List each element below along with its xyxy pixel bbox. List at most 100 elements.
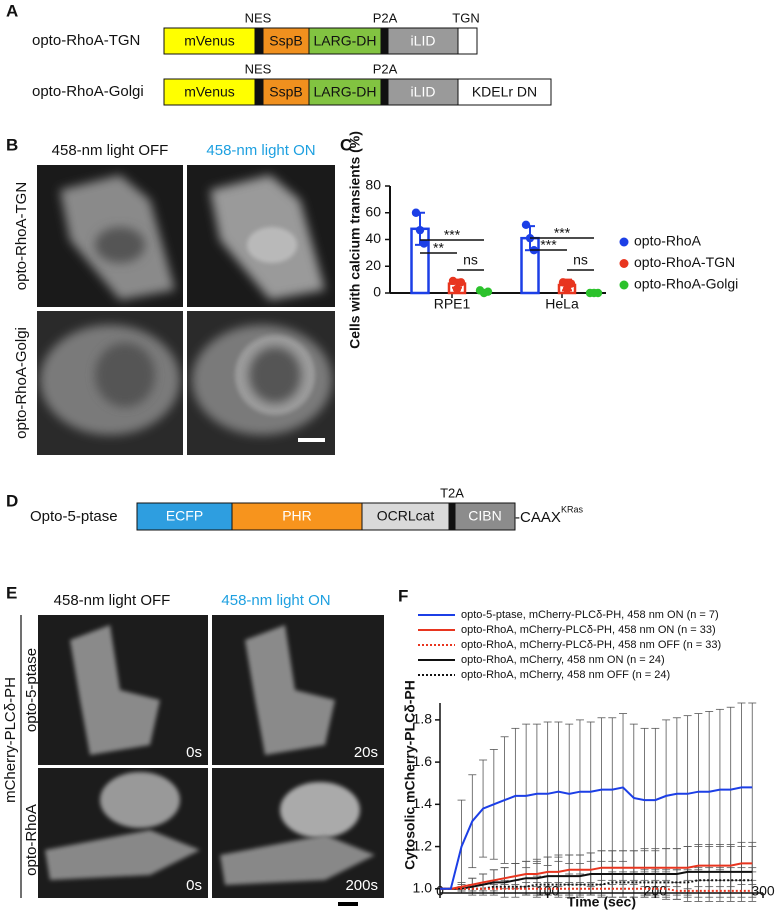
domain-label: ECFP	[166, 508, 203, 524]
timestamp: 0s	[186, 744, 202, 761]
column-header: 458-nm light OFF	[52, 142, 169, 159]
micrograph	[212, 615, 384, 765]
micrograph	[212, 768, 384, 898]
significance-label: ns	[573, 252, 588, 268]
y-tick-label: 60	[365, 203, 381, 219]
data-line	[440, 887, 753, 892]
data-point	[483, 287, 493, 296]
row-label: opto-RhoA	[23, 804, 40, 876]
domain-label: LARG-DH	[313, 33, 376, 49]
legend-marker	[619, 280, 629, 290]
y-tick-label: 1.2	[413, 837, 433, 853]
timestamp: 0s	[186, 877, 202, 894]
site-label: NES	[245, 10, 272, 25]
data-line	[440, 879, 753, 890]
x-tick-label: RPE1	[434, 296, 471, 312]
x-tick-label: 300	[751, 883, 775, 899]
panel-label: C	[340, 135, 352, 154]
significance-label: **	[433, 240, 444, 256]
construct-domain	[308, 27, 382, 55]
construct-domain	[308, 78, 382, 106]
tail-label: -CAAX	[515, 509, 561, 526]
y-tick-label: 20	[365, 257, 381, 273]
legend-label: opto-RhoA, mCherry, 458 nm OFF (n = 24)	[461, 669, 670, 681]
site-label: P2A	[373, 10, 398, 25]
micrograph	[187, 165, 335, 307]
y-axis-label: Cells with calcium transients (%)	[347, 131, 363, 349]
construct-domain	[163, 78, 256, 106]
data-point	[448, 276, 458, 286]
significance-label: ***	[540, 237, 557, 253]
construct-domain	[448, 502, 456, 531]
domain-label: SspB	[269, 84, 302, 100]
site-label: T2A	[440, 485, 464, 500]
group-label: mCherry-PLCδ-PH	[2, 677, 19, 803]
column-header: 458-nm light OFF	[54, 592, 171, 609]
significance-label: ***	[444, 227, 461, 243]
micrograph	[37, 165, 183, 307]
row-label: opto-RhoA-TGN	[13, 182, 30, 290]
legend-label: opto-RhoA, mCherry-PLCδ-PH, 458 nm OFF (…	[461, 639, 721, 651]
construct-domain	[380, 78, 389, 106]
panel-label: B	[6, 135, 18, 154]
y-tick-label: 1.0	[413, 879, 433, 895]
data-line	[440, 870, 753, 890]
construct-name: Opto-5-ptase	[30, 508, 118, 525]
column-header: 458-nm light ON	[221, 592, 330, 609]
x-axis-label: Time (sec)	[567, 894, 636, 910]
construct-domain	[254, 78, 264, 106]
y-tick-label: 1.4	[413, 795, 433, 811]
micrograph	[37, 311, 183, 455]
data-point	[452, 284, 462, 294]
legend-label: opto-RhoA-TGN	[634, 254, 735, 270]
data-point	[558, 278, 568, 287]
data-line	[440, 862, 753, 890]
micrograph	[38, 768, 208, 898]
construct-domain	[454, 502, 516, 531]
micrograph	[187, 311, 335, 455]
y-tick-label: 40	[365, 230, 381, 246]
significance-label: ***	[554, 225, 571, 241]
domain-label: OCRLcat	[377, 508, 435, 524]
tail-superscript: KRas	[561, 504, 584, 514]
data-point	[593, 288, 603, 298]
legend-label: opto-5-ptase, mCherry-PLCδ-PH, 458 nm ON…	[461, 609, 719, 621]
y-tick-label: 80	[365, 177, 381, 193]
construct-domain	[254, 27, 264, 55]
y-tick-label: 0	[373, 284, 381, 300]
data-point	[456, 278, 466, 287]
data-point	[566, 279, 576, 288]
construct-name: opto-RhoA-Golgi	[32, 83, 144, 100]
legend-marker	[619, 259, 629, 268]
data-point	[411, 208, 421, 217]
panel-label: D	[6, 491, 18, 510]
legend-label: opto-RhoA	[634, 233, 702, 249]
construct-domain	[457, 27, 478, 55]
legend-label: opto-RhoA, mCherry, 458 nm ON (n = 24)	[461, 654, 665, 666]
x-tick-label: 0	[436, 883, 444, 899]
legend-label: opto-RhoA, mCherry-PLCδ-PH, 458 nm ON (n…	[461, 624, 716, 636]
domain-label: SspB	[269, 33, 302, 49]
y-axis-label: Cytosolic mCherry-PLCδ-PH	[402, 680, 418, 870]
domain-label: iLID	[411, 33, 436, 49]
y-tick-label: 1.6	[413, 753, 433, 769]
panel-label: E	[6, 583, 17, 602]
data-point	[521, 220, 531, 229]
domain-label: LARG-DH	[313, 84, 376, 100]
domain-label: mVenus	[184, 84, 235, 100]
column-header: 458-nm light ON	[206, 142, 315, 159]
scale-bar	[338, 902, 358, 906]
x-tick-label: 200	[644, 883, 668, 899]
row-label: opto-RhoA-Golgi	[13, 327, 30, 439]
data-point	[419, 239, 429, 248]
panel-label: A	[6, 1, 18, 20]
site-label: NES	[245, 61, 272, 76]
site-label: TGN	[452, 10, 479, 25]
x-tick-label: 100	[536, 883, 560, 899]
data-point	[415, 225, 425, 235]
legend-marker	[619, 237, 629, 247]
construct-domain	[231, 502, 363, 531]
panel-label: F	[398, 586, 408, 605]
construct-domain	[457, 78, 552, 106]
